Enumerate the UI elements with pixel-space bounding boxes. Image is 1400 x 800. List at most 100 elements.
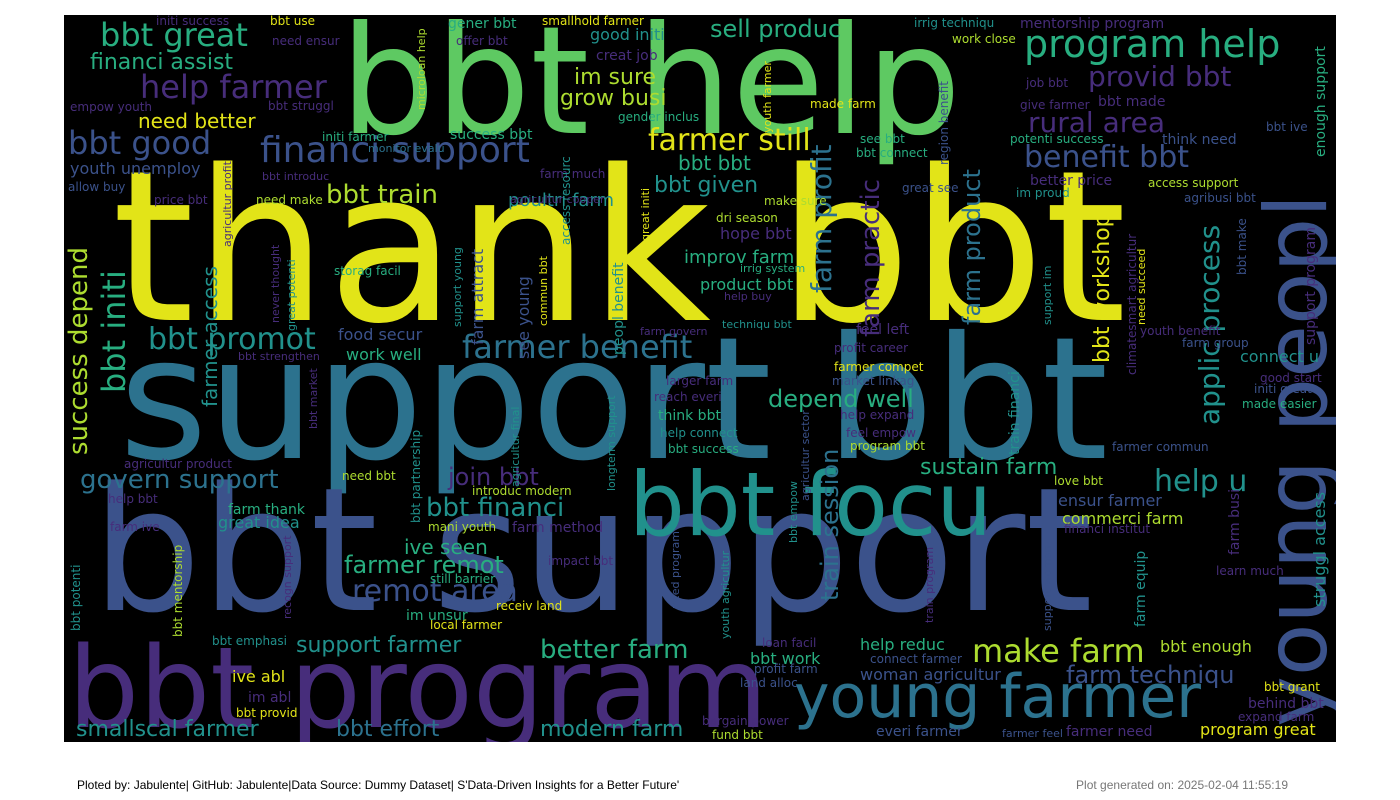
- word-farm-product: farm product: [958, 169, 986, 325]
- word-still-barrier: still barrier: [430, 572, 496, 586]
- word-financi-support: financi support: [260, 130, 530, 171]
- word-farm-equip: farm equip: [1133, 550, 1149, 627]
- word-think-bbt: think bbt: [658, 408, 721, 424]
- word-bbt-strengthen: bbt strengthen: [238, 350, 320, 363]
- word-expand-farm: expand farm: [1238, 710, 1315, 724]
- word-success-depend: success depend: [64, 247, 94, 455]
- word-better-farm: better farm: [540, 635, 689, 665]
- word-agribusi-bbt: agribusi bbt: [1184, 191, 1256, 205]
- word-bbt-connect: bbt connect: [856, 146, 928, 160]
- word-good-start: good start: [1260, 371, 1322, 385]
- word-farmer-access: farmer access: [198, 266, 222, 407]
- word-irrig-system: irrig system: [740, 262, 806, 275]
- word-young-peopl: young peopl: [1247, 193, 1336, 727]
- word-govern-support: govern support: [80, 465, 279, 495]
- word-learn-much: learn much: [1216, 564, 1284, 578]
- word-bbt-mentorship: bbt mentorship: [171, 544, 185, 637]
- word-job-bbt: job bbt: [1026, 76, 1069, 90]
- word-microloan-help: microloan help: [415, 28, 428, 110]
- word-program-help: program help: [1024, 22, 1281, 66]
- word-commun-bbt: commun bbt: [537, 256, 550, 326]
- word-program-bbt: program bbt: [850, 439, 925, 453]
- word-techniqu-bbt: techniqu bbt: [722, 318, 792, 331]
- word-great-potenti: great potenti: [285, 259, 298, 331]
- word-bbt-good: bbt good: [68, 124, 212, 162]
- word-train-program: train program: [923, 546, 936, 623]
- word-farm-much: farm much: [540, 167, 606, 181]
- word-farmer-benefit: farmer benefit: [462, 328, 693, 366]
- word-im-sure: im sure: [574, 65, 657, 90]
- word-bbt-focu: bbt focu: [629, 453, 993, 556]
- word-behind-bbt: behind bbt: [1248, 696, 1324, 712]
- word-storag-facil: storag facil: [334, 264, 401, 278]
- word-support-bbt: support bbt: [119, 301, 1109, 499]
- word-help-bbt: help bbt: [108, 492, 158, 506]
- word-never-thought: never thought: [269, 244, 282, 323]
- word-market-linkag: market linkag: [832, 374, 915, 388]
- word-sustain-farm: sustain farm: [920, 455, 1058, 480]
- word-larger-farm: larger farm: [666, 374, 734, 388]
- word-bargain-power: bargain power: [702, 714, 789, 728]
- word-help-buy: help buy: [724, 290, 772, 303]
- word-benefit-bbt: benefit bbt: [1024, 140, 1190, 175]
- word-need-better: need better: [138, 109, 256, 133]
- word-love-bbt: love bbt: [1054, 474, 1103, 488]
- word-profit-career: profit career: [834, 341, 909, 355]
- word-support-im: support im: [1041, 265, 1054, 325]
- word-good-initi: good initi: [590, 25, 665, 44]
- word-impact-bbt: impact bbt: [548, 554, 614, 568]
- word-need-succeed: need succeed: [1135, 248, 1148, 325]
- word-allow-buy: allow buy: [68, 180, 126, 194]
- word-support-young: support young: [451, 247, 464, 327]
- word-smallhold-farmer: smallhold farmer: [542, 15, 644, 28]
- word-bbt-effort: bbt effort: [336, 717, 440, 742]
- word-initi-success: initi success: [156, 15, 230, 28]
- word-work-well: work well: [346, 345, 422, 364]
- word-dri-season: dri season: [716, 211, 778, 225]
- word-modern-farm: modern farm: [540, 717, 684, 742]
- word-bbt-emphasi: bbt emphasi: [212, 634, 287, 648]
- word-region-benefit: region benefit: [937, 80, 951, 165]
- word-farm-ive: farm ive: [110, 520, 160, 534]
- word-bbt-introduc: bbt introduc: [262, 170, 330, 183]
- word-work-close: work close: [952, 32, 1016, 46]
- word-bbt-struggl: bbt struggl: [268, 99, 334, 113]
- word-initi-farmer: initi farmer: [322, 130, 389, 144]
- word-ive-abl: ive abl: [232, 667, 286, 686]
- word-gender-inclus: gender inclus: [618, 110, 700, 124]
- word-remot-area: remot area: [352, 574, 518, 609]
- word-bbt-financi: bbt financi: [426, 493, 565, 523]
- word-product-bbt: product bbt: [700, 275, 794, 294]
- word-depend-well: depend well: [768, 385, 914, 413]
- word-great-initi: great initi: [639, 187, 652, 241]
- word-great-idea: great idea: [218, 513, 300, 532]
- word-agricultur-product: agricultur product: [124, 457, 232, 471]
- word-food-secur: food secur: [338, 325, 423, 344]
- word-reach-everi: reach everi: [654, 390, 722, 404]
- word-sell-produc: sell produc: [710, 15, 842, 43]
- word-agricultur-sector: agricultur sector: [799, 410, 812, 501]
- word-smallscal-farmer: smallscal farmer: [76, 717, 259, 742]
- word-bbt-empow: bbt empow: [787, 481, 800, 543]
- word-connect-u: connect u: [1240, 347, 1320, 366]
- word-local-farmer: local farmer: [430, 618, 503, 632]
- word-bbt-program: bbt program: [68, 624, 768, 742]
- word-make-farm: make farm: [972, 632, 1145, 670]
- word-land-alloc: land alloc: [740, 676, 798, 690]
- word-help-expand: help expand: [840, 408, 915, 422]
- word-farmer-commun: farmer commun: [1112, 440, 1209, 454]
- word-help-connect: help connect: [660, 426, 738, 440]
- word-peopl-benefit: peopl benefit: [611, 262, 627, 355]
- word-bbt-use: bbt use: [270, 15, 315, 28]
- word-agricultur-final: agricultur final: [509, 406, 522, 487]
- word-bbt-bbt: bbt bbt: [678, 151, 751, 175]
- word-support-farmer: support farmer: [296, 633, 462, 658]
- word-great-see: great see: [902, 181, 959, 195]
- word-hope-bbt: hope bbt: [720, 224, 792, 243]
- word-struggl-access: struggl access: [1310, 491, 1329, 607]
- word-improv-farm: improv farm: [684, 247, 795, 268]
- word-monitor-evalu: monitor evalu: [368, 142, 445, 155]
- word-ive-seen: ive seen: [404, 535, 488, 559]
- word-feel-empow: feel empow: [846, 426, 916, 440]
- word-see-bbt: see bbt: [860, 132, 905, 146]
